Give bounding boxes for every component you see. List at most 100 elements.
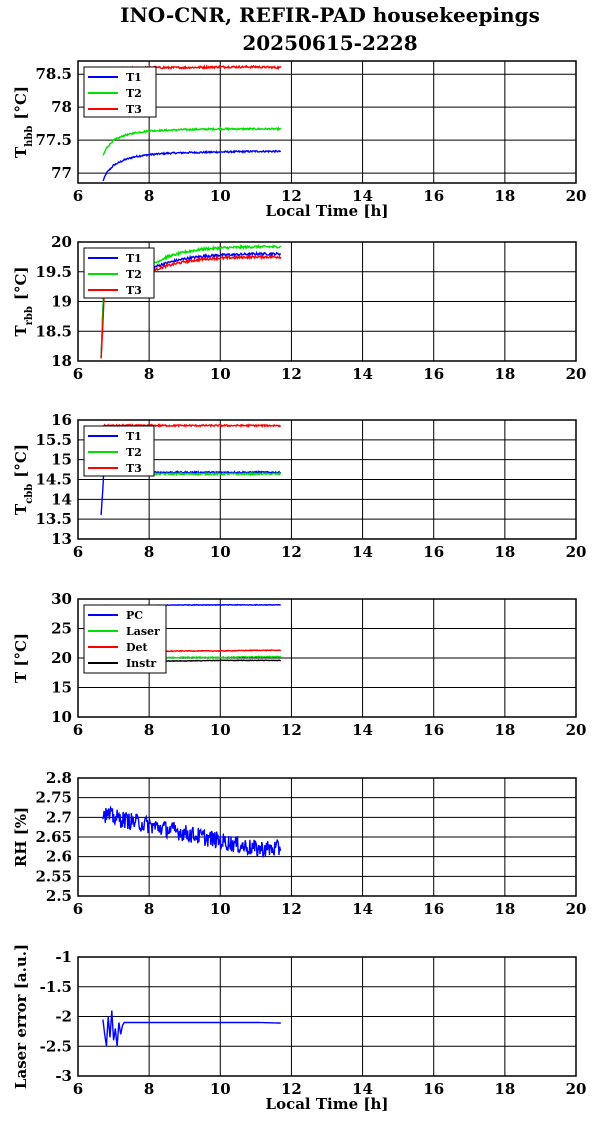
y-tick-label: 20 [51,233,72,251]
x-tick-label: 18 [494,721,515,739]
x-tick-label: 8 [144,543,154,561]
x-tick-label: 6 [73,1080,83,1098]
x-tick-label: 18 [494,1080,515,1098]
legend-label: T2 [126,87,142,100]
y-tick-label: 2.55 [35,867,72,885]
x-tick-label: 12 [281,187,302,205]
y-tick-label: 13 [51,530,72,548]
x-tick-label: 16 [423,543,444,561]
series-line-t2 [102,126,282,156]
y-tick-label: -2 [55,1008,72,1026]
plot-frame [77,60,577,184]
legend-box [83,604,167,674]
legend-label: T3 [126,284,142,297]
plot-frame [77,241,577,362]
x-tick-label: 14 [352,900,373,918]
legend-label: T1 [126,430,142,443]
legend-label: Instr [126,657,156,670]
y-tick-label: 2.5 [46,887,72,905]
x-tick-label: 6 [73,721,83,739]
x-tick-label: 6 [73,187,83,205]
y-axis-label: Tcbb[°C] [12,444,35,515]
figure-title-line1: INO-CNR, REFIR-PAD housekeepings [120,3,540,27]
y-tick-label: 13.5 [35,510,72,528]
legend-label: T2 [126,268,142,281]
x-tick-label: 18 [494,543,515,561]
y-tick-label: -1 [55,948,72,966]
series-line-t3 [102,423,282,428]
y-tick-label: 14 [51,490,72,508]
y-tick-label: 2.7 [46,808,72,826]
x-tick-label: 16 [423,187,444,205]
x-tick-label: 12 [281,1080,302,1098]
x-tick-label: 20 [566,721,587,739]
x-tick-label: 14 [352,721,373,739]
y-tick-label: -3 [55,1067,72,1085]
x-tick-label: 10 [210,543,231,561]
x-tick-label: 20 [566,543,587,561]
x-tick-label: 10 [210,187,231,205]
series-line-series-0 [102,1010,281,1047]
x-tick-label: 12 [281,900,302,918]
x-tick-label: 10 [210,900,231,918]
y-tick-label: 10 [51,708,72,726]
x-tick-label: 12 [281,365,302,383]
y-tick-label: 78.5 [35,65,72,83]
x-tick-label: 12 [281,721,302,739]
legend-label: T3 [126,462,142,475]
y-tick-label: 15 [51,679,72,697]
y-tick-label: 19.5 [35,263,72,281]
figure-title-line2: 20250615-2228 [242,31,417,55]
legend-label: T2 [126,446,142,459]
x-tick-label: 16 [423,1080,444,1098]
y-tick-label: 2.75 [35,789,72,807]
y-tick-label: 15 [51,451,72,469]
y-tick-label: 2.65 [35,828,72,846]
series-line-t1 [102,149,281,182]
y-axis-label: Trbb[°C] [12,266,35,336]
plot-frame [77,598,577,718]
plot-frame [77,419,577,540]
x-tick-label: 8 [144,900,154,918]
x-tick-label: 18 [494,187,515,205]
x-tick-label: 20 [566,900,587,918]
x-tick-label: 8 [144,365,154,383]
x-tick-label: 8 [144,1080,154,1098]
legend-label: Laser [126,625,160,638]
y-axis-label: RH [%] [12,807,30,867]
x-tick-label: 10 [210,721,231,739]
y-axis-label: Thbb[°C] [12,86,35,158]
x-tick-label: 6 [73,365,83,383]
y-axis-label: T [°C] [12,633,30,683]
x-tick-label: 14 [352,1080,373,1098]
x-tick-label: 16 [423,721,444,739]
y-tick-label: 14.5 [35,471,72,489]
x-tick-label: 20 [566,365,587,383]
x-tick-label: 10 [210,365,231,383]
x-tick-label: 12 [281,543,302,561]
y-tick-label: 19 [51,293,72,311]
y-tick-label: -1.5 [40,978,72,996]
y-tick-label: 2.6 [46,848,72,866]
x-tick-label: 20 [566,187,587,205]
series-line-t1 [100,469,282,516]
x-tick-label: 16 [423,900,444,918]
y-tick-label: 25 [51,620,72,638]
x-tick-label: 20 [566,1080,587,1098]
y-tick-label: 77 [51,164,72,182]
y-tick-label: 16 [51,411,72,429]
legend-label: Det [126,641,149,654]
x-tick-label: 16 [423,365,444,383]
legend-label: T1 [126,252,142,265]
x-tick-label: 18 [494,365,515,383]
x-tick-label: 10 [210,1080,231,1098]
x-tick-label: 6 [73,900,83,918]
y-tick-label: 77.5 [35,131,72,149]
y-tick-label: -2.5 [40,1037,72,1055]
legend-label: PC [126,609,143,622]
y-tick-label: 2.8 [46,769,72,787]
x-tick-label: 14 [352,187,373,205]
y-tick-label: 15.5 [35,431,72,449]
series-line-series-0 [102,805,282,858]
